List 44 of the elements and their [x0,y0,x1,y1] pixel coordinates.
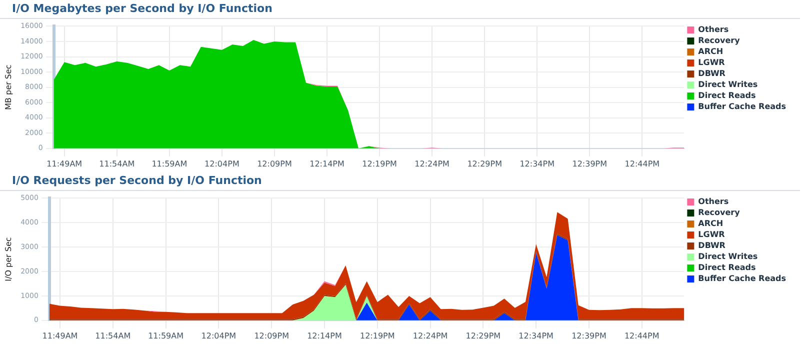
x-tick-label: 12:39PM [572,159,608,168]
x-tick-label: 12:04PM [204,159,240,168]
x-tick-label: 12:19PM [360,331,395,340]
x-tick-label: 12:04PM [201,331,236,340]
x-tick-label: 12:29PM [466,331,501,340]
x-tick-label: 12:19PM [362,159,398,168]
legend-label: Direct Reads [698,91,756,100]
legend-label: Recovery [698,208,741,218]
x-tick-label: 12:44PM [624,159,660,168]
legend-label: LGWR [698,230,725,240]
legend-label: DBWR [698,69,726,78]
x-tick-label: 12:24PM [414,159,450,168]
y-axis-title: MB per Sec [4,64,13,110]
x-tick-label: 11:59AM [152,159,188,168]
legend-label: ARCH [698,47,724,56]
x-tick-label: 11:54AM [99,159,135,168]
x-tick-label: 12:34PM [518,331,554,340]
x-tick-label: 12:09PM [254,331,290,340]
x-tick-label: 12:29PM [467,159,502,168]
legend-label: Recovery [698,36,741,46]
x-tick-label: 12:39PM [572,331,606,340]
x-tick-label: 12:44PM [624,331,660,340]
legend-label: Others [698,25,729,34]
x-tick-label: 11:59AM [148,331,184,340]
x-tick-label: 11:49AM [46,159,82,168]
x-tick-label: 12:34PM [520,159,555,168]
legend-label: Buffer Cache Reads [698,274,786,284]
x-tick-label: 11:54AM [95,331,131,340]
x-tick-label: 11:49AM [42,331,78,340]
legend-label: Others [698,197,729,206]
x-tick-label: 12:24PM [412,331,448,340]
legend-label: Direct Writes [698,252,758,262]
legend-label: Direct Reads [698,263,756,272]
legend-label: LGWR [698,58,725,68]
legend-label: Direct Writes [698,80,758,90]
legend-label: DBWR [698,241,726,250]
legend-label: Buffer Cache Reads [698,102,786,112]
legend-label: ARCH [698,219,724,228]
y-axis-title: I/O per Sec [4,237,13,282]
x-tick-label: 12:14PM [307,331,342,340]
chart-title: I/O Megabytes per Second by I/O Function [0,0,800,19]
x-tick-label: 12:14PM [310,159,344,168]
x-tick-label: 12:09PM [257,159,292,168]
chart-title: I/O Requests per Second by I/O Function [0,172,800,191]
